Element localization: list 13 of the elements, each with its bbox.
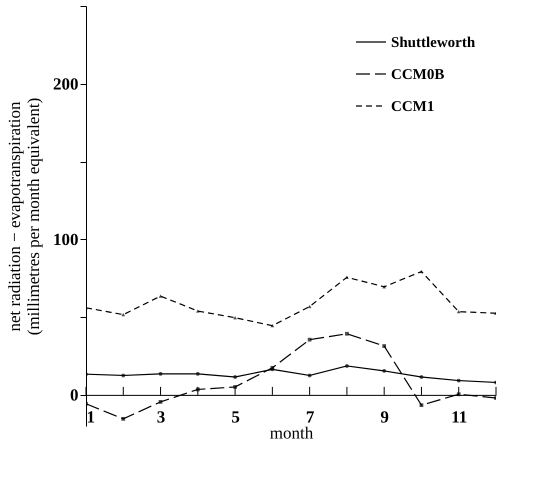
x-tick-label: 11	[451, 407, 468, 426]
x-tick-label: 1	[86, 407, 95, 426]
y-tick-label: 200	[53, 74, 78, 94]
x-tick-label: 3	[156, 407, 166, 426]
y-tick-label: 0	[70, 385, 78, 404]
x-tick-label: 9	[380, 407, 389, 426]
x-tick-label: 5	[231, 407, 240, 426]
legend-label: Shuttleworth	[391, 35, 476, 51]
y-tick-label: 100	[53, 230, 78, 249]
text: (millimetres per month equivalent)	[24, 98, 43, 336]
text: net radiation − evapotranspiration	[5, 101, 24, 332]
legend-label: CCM0B	[391, 67, 444, 83]
legend-label: CCM1	[391, 99, 434, 115]
